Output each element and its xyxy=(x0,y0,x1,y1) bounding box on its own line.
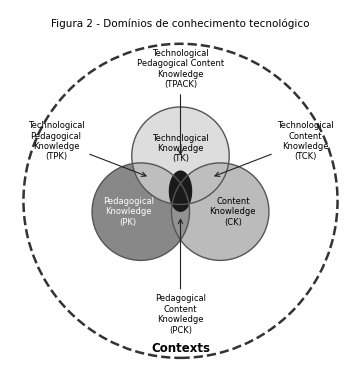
Circle shape xyxy=(132,107,229,204)
Text: Content
Knowledge
(CK): Content Knowledge (CK) xyxy=(210,197,256,226)
Circle shape xyxy=(92,163,190,260)
Text: Pedagogical
Content
Knowledge
(PCK): Pedagogical Content Knowledge (PCK) xyxy=(155,219,206,335)
Circle shape xyxy=(171,163,269,260)
Circle shape xyxy=(132,107,229,204)
Text: Technological
Pedagogical Content
Knowledge
(TPACK): Technological Pedagogical Content Knowle… xyxy=(137,49,224,154)
Text: Technological
Pedagogical
Knowledge
(TPK): Technological Pedagogical Knowledge (TPK… xyxy=(27,121,146,176)
Ellipse shape xyxy=(169,171,192,212)
Text: Figura 2 - Domínios de conhecimento tecnológico: Figura 2 - Domínios de conhecimento tecn… xyxy=(51,19,310,29)
Text: Contexts: Contexts xyxy=(151,342,210,355)
Circle shape xyxy=(23,44,338,358)
Text: Technological
Knowledge
(TK): Technological Knowledge (TK) xyxy=(152,134,209,163)
Circle shape xyxy=(132,107,229,204)
Circle shape xyxy=(92,163,190,260)
Text: Technological
Content
Knowledge
(TCK): Technological Content Knowledge (TCK) xyxy=(215,121,334,176)
Text: Pedagogical
Knowledge
(PK): Pedagogical Knowledge (PK) xyxy=(103,197,154,226)
